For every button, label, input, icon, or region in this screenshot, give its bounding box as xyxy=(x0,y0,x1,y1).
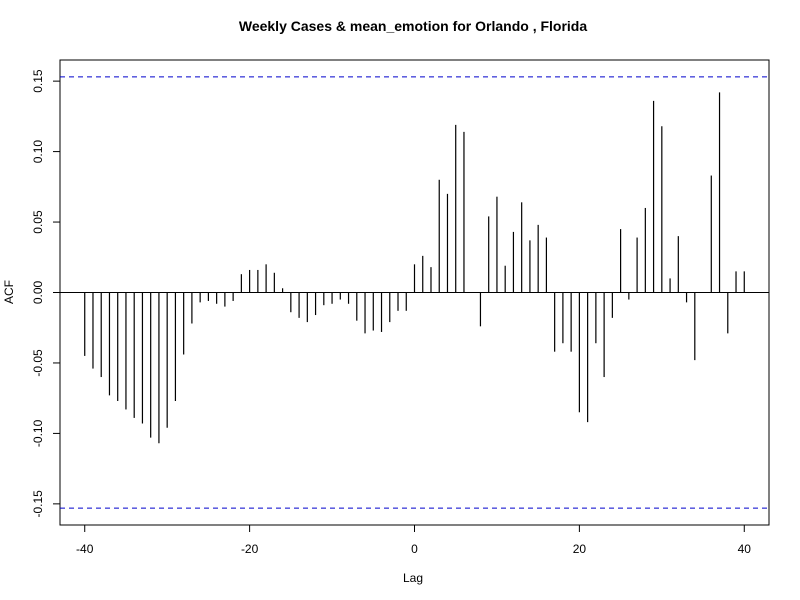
y-tick-label: -0.05 xyxy=(31,349,45,377)
x-tick-label: 40 xyxy=(738,542,752,556)
chart-title: Weekly Cases & mean_emotion for Orlando … xyxy=(239,18,587,34)
y-tick-label: 0.00 xyxy=(31,280,45,304)
x-axis: -40 -20 0 20 40 xyxy=(76,524,752,556)
x-axis-label: Lag xyxy=(403,571,423,585)
x-tick-label: -40 xyxy=(76,542,94,556)
y-axis-label: ACF xyxy=(2,280,16,304)
y-axis: -0.15 -0.10 -0.05 0.00 0.05 0.10 0.15 xyxy=(31,69,61,518)
y-tick-label: 0.10 xyxy=(31,140,45,164)
y-tick-label: -0.10 xyxy=(31,419,45,447)
acf-bars xyxy=(84,92,745,444)
x-tick-label: 0 xyxy=(411,542,418,556)
y-tick-label: 0.15 xyxy=(31,69,45,93)
y-tick-label: 0.05 xyxy=(31,210,45,234)
x-tick-label: 20 xyxy=(573,542,587,556)
y-tick-label: -0.15 xyxy=(31,490,45,518)
x-tick-label: -20 xyxy=(241,542,259,556)
